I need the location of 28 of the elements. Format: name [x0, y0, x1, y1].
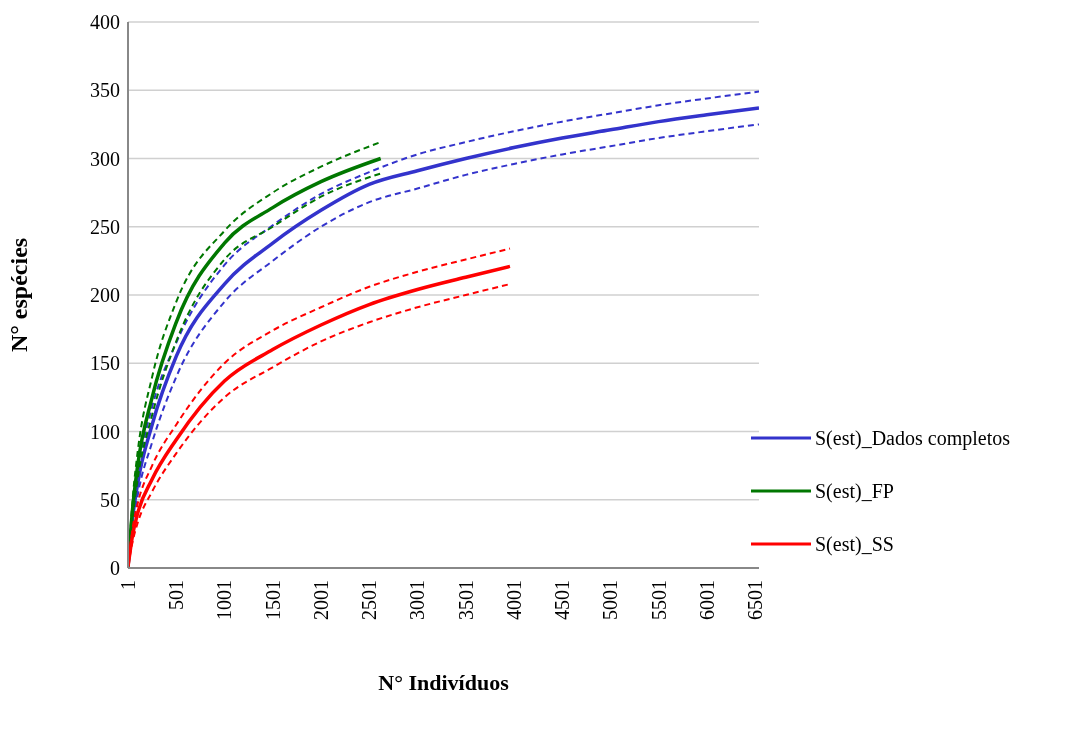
y-axis-title: N° espécies [5, 237, 32, 353]
x-tick-label: 4501 [551, 580, 574, 620]
legend-label: S(est)_Dados completos [815, 426, 1010, 450]
x-tick-label: 2001 [309, 580, 332, 620]
y-tick-label: 400 [90, 11, 120, 34]
legend-label: S(est)_FP [815, 479, 894, 503]
x-tick-label: 1001 [213, 580, 236, 620]
y-tick-label: 50 [100, 488, 120, 511]
legend-label: S(est)_SS [815, 532, 894, 556]
x-tick-label: 1 [117, 580, 139, 590]
x-tick-label: 3501 [454, 580, 477, 620]
y-tick-label: 350 [90, 79, 120, 102]
y-tick-label: 100 [90, 420, 120, 443]
x-tick-label: 5001 [599, 580, 622, 620]
x-tick-label: 4001 [502, 580, 525, 620]
x-tick-label: 2501 [358, 580, 381, 620]
x-tick-label: 501 [165, 580, 188, 610]
y-tick-label: 300 [90, 147, 120, 170]
x-tick-label: 5501 [647, 580, 670, 620]
x-tick-label: 1501 [261, 580, 284, 620]
x-tick-label: 6001 [695, 580, 718, 620]
x-tick-label: 3001 [406, 580, 429, 620]
x-tick-label: 6501 [744, 580, 767, 620]
y-tick-label: 0 [110, 557, 120, 580]
y-tick-label: 200 [90, 284, 120, 307]
x-axis-title: N° Indivíduos [378, 670, 510, 695]
y-tick-label: 150 [90, 352, 120, 375]
y-tick-label: 250 [90, 215, 120, 238]
